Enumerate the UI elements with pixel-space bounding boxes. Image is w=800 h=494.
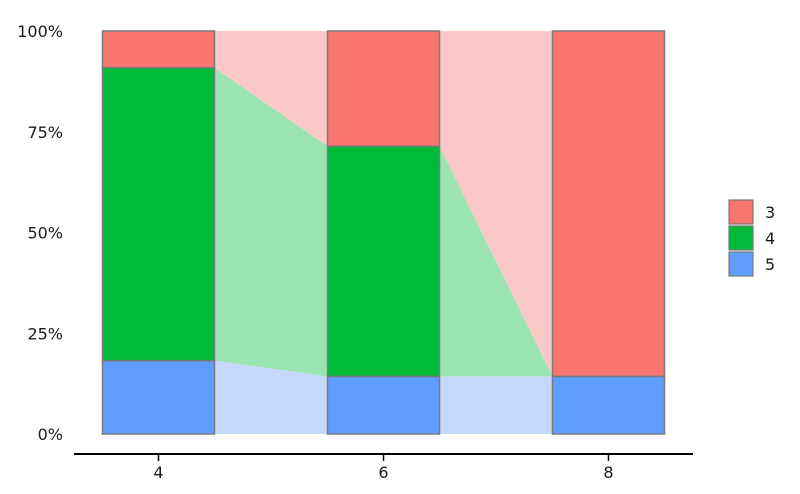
legend-label-3: 3 — [765, 203, 775, 222]
ribbon-5-6-8 — [439, 376, 553, 434]
y-tick-label: 25% — [27, 324, 63, 343]
bars-layer — [101, 30, 666, 435]
y-tick-label: 100% — [17, 22, 63, 41]
bar-segment-4-6 — [326, 145, 441, 378]
ribbon-3-6-8 — [439, 31, 553, 377]
legend-swatch-5 — [728, 251, 754, 277]
x-axis: 4 6 8 — [74, 453, 693, 482]
bar-segment-3-8 — [551, 30, 666, 378]
y-tick-label: 50% — [27, 224, 63, 243]
bar-segment-3-4 — [101, 30, 216, 69]
bar-segment-5-8 — [551, 375, 666, 435]
ribbon-4-6-8 — [439, 146, 553, 377]
x-tick-label: 6 — [378, 463, 388, 482]
y-tick-label: 0% — [38, 425, 63, 444]
bar-segment-3-6 — [326, 30, 441, 148]
ribbon-4-4-6 — [214, 67, 328, 377]
ribbon-3-4-6 — [214, 31, 328, 147]
bar-segment-5-4 — [101, 359, 216, 435]
bar-segment-5-6 — [326, 375, 441, 435]
ribbons-layer — [214, 31, 553, 434]
legend: 3 4 5 — [728, 199, 775, 277]
legend-label-4: 4 — [765, 229, 775, 248]
x-tick-label: 4 — [153, 463, 163, 482]
y-tick-label: 75% — [27, 123, 63, 142]
legend-swatch-4 — [728, 225, 754, 251]
legend-swatch-3 — [728, 199, 754, 225]
bar-segment-4-4 — [101, 66, 216, 362]
x-tick-label: 8 — [603, 463, 613, 482]
ribbon-5-4-6 — [214, 360, 328, 434]
y-axis: 0% 25% 50% 75% 100% — [17, 22, 63, 444]
legend-label-5: 5 — [765, 255, 775, 274]
